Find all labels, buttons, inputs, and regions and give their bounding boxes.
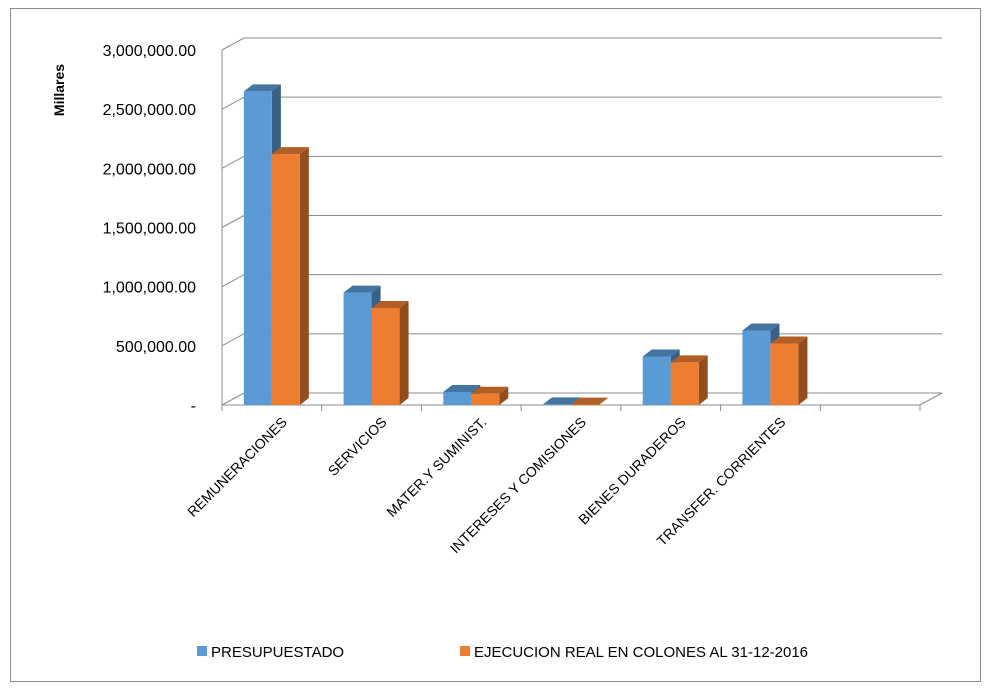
bar-top <box>742 323 780 331</box>
bar <box>471 393 500 405</box>
bar-top <box>670 355 708 363</box>
bar <box>371 307 400 405</box>
grid-diagonal <box>221 37 245 51</box>
y-tick-label: 500,000.00 <box>116 339 196 356</box>
bar <box>543 404 571 405</box>
bar <box>770 343 799 405</box>
bar-top <box>243 84 281 92</box>
chart-frame <box>10 8 981 682</box>
legend-swatch <box>197 646 207 656</box>
legend-label: EJECUCION REAL EN COLONES AL 31-12-2016 <box>474 644 808 661</box>
x-tick-label: REMUNERACIONES <box>184 414 290 520</box>
grid-diagonal <box>221 274 245 288</box>
y-tick-label: 1,000,000.00 <box>103 280 197 297</box>
y-tick-label: 2,500,000.00 <box>103 102 197 119</box>
bar-side <box>599 397 608 405</box>
bar-top <box>770 336 808 344</box>
bar-side <box>299 147 309 405</box>
bar-side <box>798 336 808 405</box>
floor-edge <box>919 392 943 406</box>
grid-diagonal <box>221 392 245 406</box>
y-tick-label: 3,000,000.00 <box>103 43 197 60</box>
bar-top <box>343 285 381 293</box>
x-tick-label: SERVICIOS <box>325 414 390 479</box>
bar <box>670 362 699 405</box>
x-tick-label: BIENES DURADEROS <box>575 414 689 528</box>
bar <box>571 404 599 406</box>
bar-side <box>698 355 708 405</box>
bar-top <box>571 397 608 405</box>
y-tick-label: 1,500,000.00 <box>103 221 197 238</box>
grid-diagonal <box>221 96 245 110</box>
bar-side <box>499 386 509 405</box>
bar <box>271 154 300 405</box>
bar <box>243 91 272 406</box>
bar-top <box>543 397 580 405</box>
bar <box>742 330 771 405</box>
grid-diagonal <box>221 333 245 347</box>
bar <box>642 356 671 405</box>
bar <box>343 292 372 405</box>
bar-top <box>371 300 409 308</box>
bar-side <box>399 300 409 405</box>
bar-top <box>471 386 509 394</box>
legend-swatch <box>460 646 470 656</box>
legend-label: PRESUPUESTADO <box>211 644 344 661</box>
grid-diagonal <box>221 155 245 169</box>
y-axis-title: Millares <box>51 64 67 116</box>
bar-top <box>443 384 481 392</box>
y-tick-label: 2,000,000.00 <box>103 161 197 178</box>
y-tick-label: - <box>191 398 196 415</box>
bar-top <box>642 349 680 357</box>
grid-diagonal <box>221 215 245 228</box>
bar-top <box>271 147 309 155</box>
bar <box>443 391 472 405</box>
x-tick-label: MATER.Y SUMINIST. <box>383 414 489 520</box>
